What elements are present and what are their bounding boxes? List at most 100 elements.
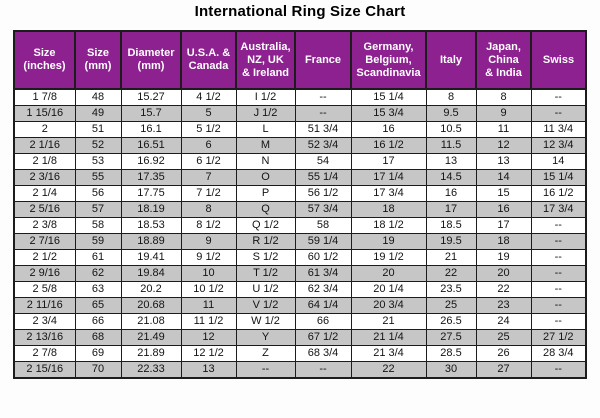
cell: W 1/2 — [235, 313, 296, 330]
cell: 5 — [180, 105, 237, 122]
cell: 2 7/16 — [13, 233, 76, 250]
cell: 9 — [475, 105, 532, 122]
cell: 22 — [350, 361, 427, 379]
cell: 20 — [475, 265, 532, 282]
header-row: Size (inches) Size (mm) Diameter (mm) U.S.A… — [13, 30, 587, 90]
cell: 1 15/16 — [13, 105, 76, 122]
cell: 63 — [74, 281, 122, 298]
cell: 19.5 — [425, 233, 477, 250]
cell: 13 — [425, 153, 477, 170]
cell: 69 — [74, 345, 122, 362]
cell: 19.41 — [120, 249, 182, 266]
table-row: 2 5/8 63 20.2 10 1/2 U 1/2 62 3/4 20 1/4 23.5 22… — [13, 281, 587, 298]
cell: 14 — [530, 153, 587, 170]
cell: 18 1/2 — [350, 217, 427, 234]
cell: 52 — [74, 137, 122, 154]
cell: 58 — [74, 217, 122, 234]
cell: -- — [294, 105, 352, 122]
cell: 28 3/4 — [530, 345, 587, 362]
cell: 56 1/2 — [294, 185, 352, 202]
cell: Y — [235, 329, 296, 346]
ring-size-table: Size (inches) Size (mm) Diameter (mm) U.S.A… — [13, 30, 587, 379]
cell: 2 15/16 — [13, 361, 76, 379]
cell: 11 1/2 — [180, 313, 237, 330]
cell: 15.7 — [120, 105, 182, 122]
cell: 17 — [475, 217, 532, 234]
cell: 30 — [425, 361, 477, 379]
cell: 65 — [74, 297, 122, 314]
cell: 13 — [475, 153, 532, 170]
column-header: Diameter (mm) — [120, 30, 182, 90]
cell: 21.08 — [120, 313, 182, 330]
cell: 68 3/4 — [294, 345, 352, 362]
cell: 18.53 — [120, 217, 182, 234]
cell: 19 — [350, 233, 427, 250]
cell: 11 3/4 — [530, 121, 587, 138]
cell: 10 1/2 — [180, 281, 237, 298]
column-header: U.S.A. & Canada — [180, 30, 237, 90]
cell: 8 — [425, 88, 477, 106]
cell: Q 1/2 — [235, 217, 296, 234]
cell: 2 3/8 — [13, 217, 76, 234]
cell: 2 5/16 — [13, 201, 76, 218]
cell: 26 — [475, 345, 532, 362]
cell: N — [235, 153, 296, 170]
cell: -- — [530, 217, 587, 234]
column-header: Italy — [425, 30, 477, 90]
cell: 66 — [294, 313, 352, 330]
cell: 14.5 — [425, 169, 477, 186]
cell: 10.5 — [425, 121, 477, 138]
cell: R 1/2 — [235, 233, 296, 250]
table-row: 2 7/8 69 21.89 12 1/2 Z 68 3/4 21 3/4 28.5 26 28 … — [13, 345, 587, 362]
cell: 2 11/16 — [13, 297, 76, 314]
cell: 16 1/2 — [530, 185, 587, 202]
cell: 23 — [475, 297, 532, 314]
cell: 2 1/4 — [13, 185, 76, 202]
cell: I 1/2 — [235, 88, 296, 106]
cell: 56 — [74, 185, 122, 202]
table-row: 2 1/2 61 19.41 9 1/2 S 1/2 60 1/2 19 1/2 21 19 -- — [13, 249, 587, 266]
cell: 59 1/4 — [294, 233, 352, 250]
cell: 17 3/4 — [530, 201, 587, 218]
cell: -- — [530, 233, 587, 250]
cell: 53 — [74, 153, 122, 170]
cell: 9 — [180, 233, 237, 250]
table-row: 2 1/8 53 16.92 6 1/2 N 54 17 13 13 14 — [13, 153, 587, 170]
cell: 62 3/4 — [294, 281, 352, 298]
cell: 55 — [74, 169, 122, 186]
cell: 14 — [475, 169, 532, 186]
column-header: Size (inches) — [13, 30, 76, 90]
table-row: 2 3/4 66 21.08 11 1/2 W 1/2 66 21 26.5 24 -- — [13, 313, 587, 330]
cell: 9 1/2 — [180, 249, 237, 266]
cell: 11.5 — [425, 137, 477, 154]
table-row: 2 1/4 56 17.75 7 1/2 P 56 1/2 17 3/4 16 15 16 1/2 — [13, 185, 587, 202]
cell: -- — [530, 249, 587, 266]
cell: 20 1/4 — [350, 281, 427, 298]
cell: 8 — [180, 201, 237, 218]
cell: -- — [530, 281, 587, 298]
cell: 55 1/4 — [294, 169, 352, 186]
cell: 48 — [74, 88, 122, 106]
cell: -- — [294, 88, 352, 106]
cell: 16 — [350, 121, 427, 138]
cell: 25 — [425, 297, 477, 314]
cell: V 1/2 — [235, 297, 296, 314]
table-row: 2 3/16 55 17.35 7 O 55 1/4 17 1/4 14.5 14 15 1/4 — [13, 169, 587, 186]
cell: 19 — [475, 249, 532, 266]
cell: 61 — [74, 249, 122, 266]
cell: 15 — [475, 185, 532, 202]
cell: J 1/2 — [235, 105, 296, 122]
cell: 1 7/8 — [13, 88, 76, 106]
cell: 2 3/4 — [13, 313, 76, 330]
cell: 12 3/4 — [530, 137, 587, 154]
column-header: Size (mm) — [74, 30, 122, 90]
table-row: 2 13/16 68 21.49 12 Y 67 1/2 21 1/4 27.5 25 27 1/… — [13, 329, 587, 346]
cell: Z — [235, 345, 296, 362]
ring-size-chart-page: International Ring Size Chart Size (inch… — [0, 3, 600, 379]
cell: 20.2 — [120, 281, 182, 298]
table-row: 2 5/16 57 18.19 8 Q 57 3/4 18 17 16 17 3/4 — [13, 201, 587, 218]
cell: 20 — [350, 265, 427, 282]
cell: 28.5 — [425, 345, 477, 362]
cell: 20 3/4 — [350, 297, 427, 314]
cell: 27 — [475, 361, 532, 379]
